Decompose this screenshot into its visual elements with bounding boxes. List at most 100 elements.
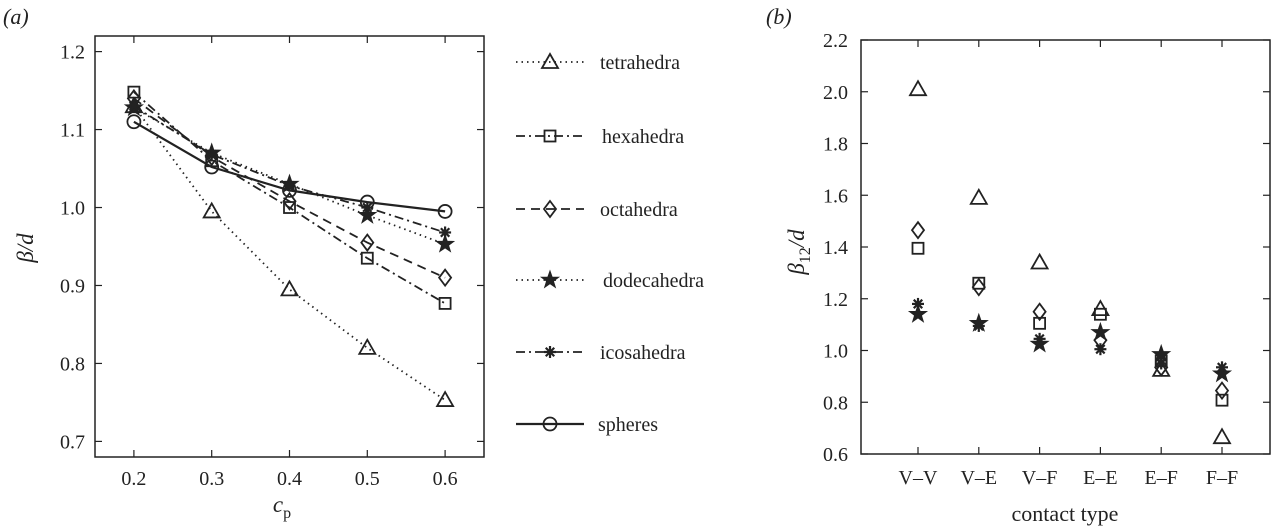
legend-marker-tetrahedra xyxy=(540,52,560,69)
series-icosahedra xyxy=(127,100,452,239)
panel-b-x-tick-label: V–E xyxy=(960,467,997,489)
data-point-spheres xyxy=(282,182,297,198)
data-point-tetrahedra xyxy=(202,201,222,219)
panel-b-y-axis-label-sub: 12 xyxy=(797,247,814,263)
data-point-square xyxy=(1215,393,1229,407)
data-point-asterisk xyxy=(912,297,924,310)
panel-a-x-axis-label-sub: p xyxy=(283,505,291,522)
panel-b-y-tick-label: 1.8 xyxy=(823,134,848,156)
data-point-diamond xyxy=(910,220,926,240)
series-line-hexahedra xyxy=(133,91,446,305)
legend-item-hexahedra: hexahedra xyxy=(516,126,684,148)
data-point-square xyxy=(911,241,925,255)
data-point-spheres xyxy=(204,159,220,175)
data-point-octahedra xyxy=(282,191,297,211)
data-point-octahedra xyxy=(437,268,453,288)
panel-a-y-tick-label: 1.0 xyxy=(60,198,85,220)
panel-a-x-tick-label: 0.2 xyxy=(121,468,146,490)
panel-a-x-tick-label: 0.3 xyxy=(199,468,224,490)
series-spheres xyxy=(126,114,453,219)
data-point-spheres xyxy=(437,204,453,219)
series-line-tetrahedra xyxy=(133,105,446,401)
panel-a-x-tick-label: 0.4 xyxy=(277,468,302,490)
panel-b-y-tick-label: 2.2 xyxy=(823,30,848,52)
data-point-dodecahedra xyxy=(357,204,378,224)
panel-a-label: (a) xyxy=(3,4,29,29)
data-point-triangle xyxy=(969,188,989,205)
panel-a-y-tick-label: 0.8 xyxy=(60,353,85,375)
data-point-asterisk xyxy=(1033,332,1046,345)
panel-b-y-tick-label: 1.4 xyxy=(823,237,848,259)
panel-b-y-tick-label: 0.6 xyxy=(823,444,848,466)
series-tetrahedra xyxy=(124,96,455,407)
legend-item-spheres: spheres xyxy=(516,414,658,436)
data-point-triangle xyxy=(908,79,928,97)
data-point-triangle xyxy=(1212,427,1232,445)
panel-b-x-tick-label: F–F xyxy=(1206,467,1238,489)
panel-b-y-tick-label: 1.0 xyxy=(823,341,848,363)
series-line-octahedra xyxy=(133,97,446,279)
legend-label-octahedra: octahedra xyxy=(600,199,678,221)
panel-a-x-tick-label: 0.5 xyxy=(355,468,380,490)
panel-b-series-star xyxy=(907,303,1233,383)
data-point-triangle xyxy=(1030,252,1050,270)
data-point-diamond xyxy=(1214,381,1230,401)
panel-a-y-tick-label: 0.7 xyxy=(60,431,85,453)
legend-item-dodecahedra: dodecahedra xyxy=(516,269,704,292)
legend-marker-octahedra xyxy=(542,199,558,219)
data-point-tetrahedra xyxy=(435,390,455,407)
panel-a-y-axis-label-text: β/d xyxy=(13,233,38,264)
legend-marker-dodecahedra xyxy=(539,269,561,289)
series-line-spheres xyxy=(133,120,446,213)
data-point-asterisk xyxy=(1155,357,1168,370)
panel-a-y-tick-label: 1.2 xyxy=(60,42,85,64)
panel-b-series-diamond xyxy=(910,220,1230,401)
legend-marker-hexahedra xyxy=(543,129,557,143)
data-point-square xyxy=(1033,316,1046,330)
panel-a-y-tick-label: 1.1 xyxy=(60,120,85,142)
data-point-asterisk xyxy=(1216,361,1228,374)
panel-b-y-tick-label: 0.8 xyxy=(823,392,848,414)
panel-a-series xyxy=(123,85,456,407)
panel-b-y-axis-label-main: β xyxy=(784,263,809,276)
panel-b-x-tick-label: V–F xyxy=(1022,467,1058,489)
data-point-tetrahedra xyxy=(357,338,377,355)
legend-item-tetrahedra: tetrahedra xyxy=(516,52,680,74)
panel-b-x-axis-label: contact type xyxy=(1012,501,1119,526)
panel-b-y-axis-label: β12/d xyxy=(784,229,814,276)
panel-b-x-tick-label: V–V xyxy=(899,467,938,489)
legend-label-spheres: spheres xyxy=(598,414,658,436)
panel-b-series-square xyxy=(911,241,1229,407)
data-point-icosahedra xyxy=(439,226,452,239)
data-point-spheres xyxy=(359,194,375,210)
legend-label-hexahedra: hexahedra xyxy=(602,126,684,148)
legend-marker-spheres xyxy=(542,416,558,432)
data-point-octahedra xyxy=(360,233,375,253)
data-point-icosahedra xyxy=(127,100,140,113)
data-point-dodecahedra xyxy=(435,233,456,253)
panel-b-y-tick-label: 1.2 xyxy=(823,289,848,311)
data-point-icosahedra xyxy=(361,201,374,214)
legend-item-icosahedra: icosahedra xyxy=(516,342,686,364)
legend: tetrahedra hexahedra octahedra dodecahedra i… xyxy=(516,52,704,436)
legend-item-octahedra: octahedra xyxy=(516,199,678,221)
panel-a-x-axis-label: cp xyxy=(273,492,291,522)
panel-a-x-tick-label: 0.6 xyxy=(433,468,458,490)
panel-b-y-axis-label-suffix: /d xyxy=(784,229,809,249)
data-point-star xyxy=(1090,321,1111,341)
series-dodecahedra xyxy=(123,97,456,253)
panel-b-x-tick-label: E–E xyxy=(1083,467,1117,489)
data-point-diamond xyxy=(1154,357,1169,377)
data-point-asterisk xyxy=(1094,343,1107,356)
legend-label-tetrahedra: tetrahedra xyxy=(600,52,680,74)
data-point-hexahedra xyxy=(438,297,452,310)
panel-b-y-tick-label: 1.6 xyxy=(823,185,848,207)
panel-a: (a) 0.2 0.3 0.4 0.5 0.6 0.7 0.8 0.9 1.0 1.1 1.2 β/… xyxy=(3,4,485,522)
data-point-tetrahedra xyxy=(279,279,300,297)
panel-b-label: (b) xyxy=(766,4,792,29)
panel-a-x-axis-label-main: c xyxy=(273,492,283,517)
panel-a-ticks: 0.2 0.3 0.4 0.5 0.6 0.7 0.8 0.9 1.0 1.1 1.2 xyxy=(60,36,484,490)
panel-b-series-asterisk xyxy=(912,297,1228,374)
panel-a-plot-frame xyxy=(94,35,485,458)
